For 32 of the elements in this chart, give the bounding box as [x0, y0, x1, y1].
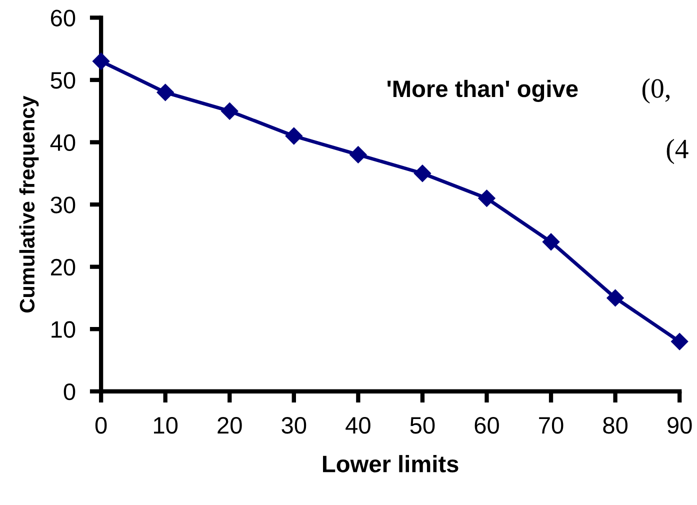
point	[221, 102, 238, 120]
y-tick-label: 10	[52, 321, 76, 338]
point	[542, 233, 560, 250]
point	[92, 52, 110, 70]
annotation: (4	[666, 138, 688, 164]
x-tick-label: 40	[346, 417, 370, 434]
y-tick-label: 60	[51, 10, 76, 26]
x-tick-label: 0	[95, 417, 107, 434]
x-tick-label: 60	[474, 417, 499, 434]
point	[156, 84, 174, 101]
x-tick-label: 50	[410, 417, 435, 434]
point	[350, 146, 367, 164]
point	[478, 190, 496, 207]
x-tick-label: 90	[668, 417, 692, 434]
y-tick-label: 40	[50, 134, 76, 152]
point	[414, 164, 432, 182]
annotation: 'More than' ogive	[388, 80, 578, 102]
y-tick-label: 20	[50, 258, 76, 276]
x-tick-label: 80	[603, 417, 628, 434]
x-tick-label: 30	[282, 417, 306, 434]
point	[606, 289, 624, 306]
x-axis-title: Lower limits	[323, 455, 458, 472]
x-tick-label: 70	[539, 417, 564, 434]
y-axis-title: Cumulative frequency	[19, 96, 39, 312]
point	[285, 127, 302, 145]
x-tick-label: 10	[154, 417, 178, 434]
y-tick-label: 0	[64, 383, 76, 400]
point	[671, 332, 688, 350]
x-tick-label: 20	[218, 417, 242, 434]
annotation: (0,	[642, 78, 670, 104]
y-tick-label: 30	[50, 196, 76, 214]
y-tick-label: 50	[50, 72, 76, 89]
